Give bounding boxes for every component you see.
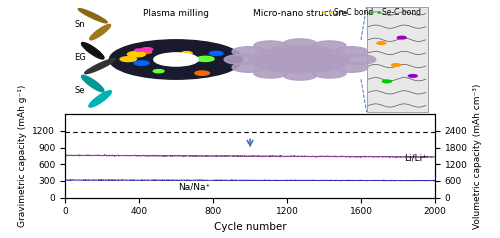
Circle shape	[254, 68, 287, 78]
Circle shape	[284, 55, 316, 64]
Circle shape	[232, 62, 266, 72]
Circle shape	[284, 55, 316, 64]
Circle shape	[284, 55, 316, 64]
Ellipse shape	[89, 91, 112, 107]
Circle shape	[135, 49, 143, 51]
Circle shape	[313, 41, 346, 51]
Circle shape	[334, 47, 368, 57]
Text: Se: Se	[74, 86, 85, 95]
Circle shape	[316, 55, 350, 64]
Ellipse shape	[90, 25, 110, 40]
Circle shape	[284, 46, 316, 55]
Circle shape	[284, 55, 316, 64]
Y-axis label: Gravimetric capacity (mAh g⁻¹): Gravimetric capacity (mAh g⁻¹)	[18, 85, 27, 227]
Circle shape	[153, 69, 164, 73]
Text: Micro-nano structure: Micro-nano structure	[253, 9, 347, 18]
Circle shape	[142, 48, 152, 51]
Circle shape	[313, 68, 346, 78]
Ellipse shape	[84, 59, 116, 74]
Circle shape	[232, 47, 266, 57]
Circle shape	[284, 55, 316, 64]
Circle shape	[300, 47, 333, 57]
Circle shape	[408, 74, 417, 77]
Circle shape	[300, 62, 333, 72]
FancyArrowPatch shape	[249, 57, 265, 62]
Circle shape	[334, 62, 368, 72]
Circle shape	[377, 42, 386, 45]
Circle shape	[284, 55, 316, 64]
Circle shape	[266, 47, 300, 57]
Ellipse shape	[78, 9, 107, 23]
Circle shape	[284, 55, 316, 64]
Text: Sn-C bond: Sn-C bond	[334, 8, 373, 17]
Circle shape	[195, 58, 205, 61]
Ellipse shape	[82, 43, 104, 59]
Circle shape	[164, 59, 177, 64]
Circle shape	[284, 55, 316, 64]
Circle shape	[392, 64, 400, 66]
Circle shape	[196, 56, 214, 61]
Circle shape	[342, 55, 376, 64]
FancyArrowPatch shape	[118, 57, 136, 62]
Text: Na/Na⁺: Na/Na⁺	[178, 183, 210, 192]
Circle shape	[254, 59, 288, 69]
Circle shape	[128, 52, 146, 57]
Circle shape	[312, 50, 346, 60]
Circle shape	[180, 56, 196, 61]
Circle shape	[266, 62, 300, 72]
Circle shape	[182, 52, 192, 55]
Circle shape	[154, 53, 198, 66]
Circle shape	[284, 64, 316, 73]
Y-axis label: Volumetric capacity (mAh cm⁻³): Volumetric capacity (mAh cm⁻³)	[474, 83, 482, 228]
Circle shape	[284, 55, 316, 64]
Ellipse shape	[82, 75, 104, 92]
FancyBboxPatch shape	[366, 7, 428, 112]
Circle shape	[382, 80, 392, 83]
Circle shape	[110, 40, 242, 79]
Circle shape	[254, 50, 288, 60]
Circle shape	[312, 59, 346, 69]
Text: EG: EG	[74, 53, 86, 62]
X-axis label: Cycle number: Cycle number	[214, 222, 286, 232]
Circle shape	[284, 70, 316, 80]
Circle shape	[284, 55, 316, 64]
Circle shape	[398, 36, 406, 39]
Circle shape	[210, 51, 223, 55]
Circle shape	[170, 53, 184, 57]
Circle shape	[134, 61, 149, 65]
Circle shape	[250, 55, 284, 64]
Circle shape	[254, 41, 287, 51]
Circle shape	[142, 51, 152, 54]
Text: Li/Li⁺: Li/Li⁺	[404, 153, 427, 162]
Circle shape	[284, 39, 316, 49]
Circle shape	[284, 55, 316, 64]
Circle shape	[224, 55, 258, 64]
Text: Plasma milling: Plasma milling	[143, 9, 209, 18]
Text: Sn: Sn	[74, 20, 85, 29]
Circle shape	[195, 71, 210, 75]
Circle shape	[284, 55, 316, 64]
Circle shape	[120, 57, 136, 62]
Text: Se-C bond: Se-C bond	[382, 8, 421, 17]
